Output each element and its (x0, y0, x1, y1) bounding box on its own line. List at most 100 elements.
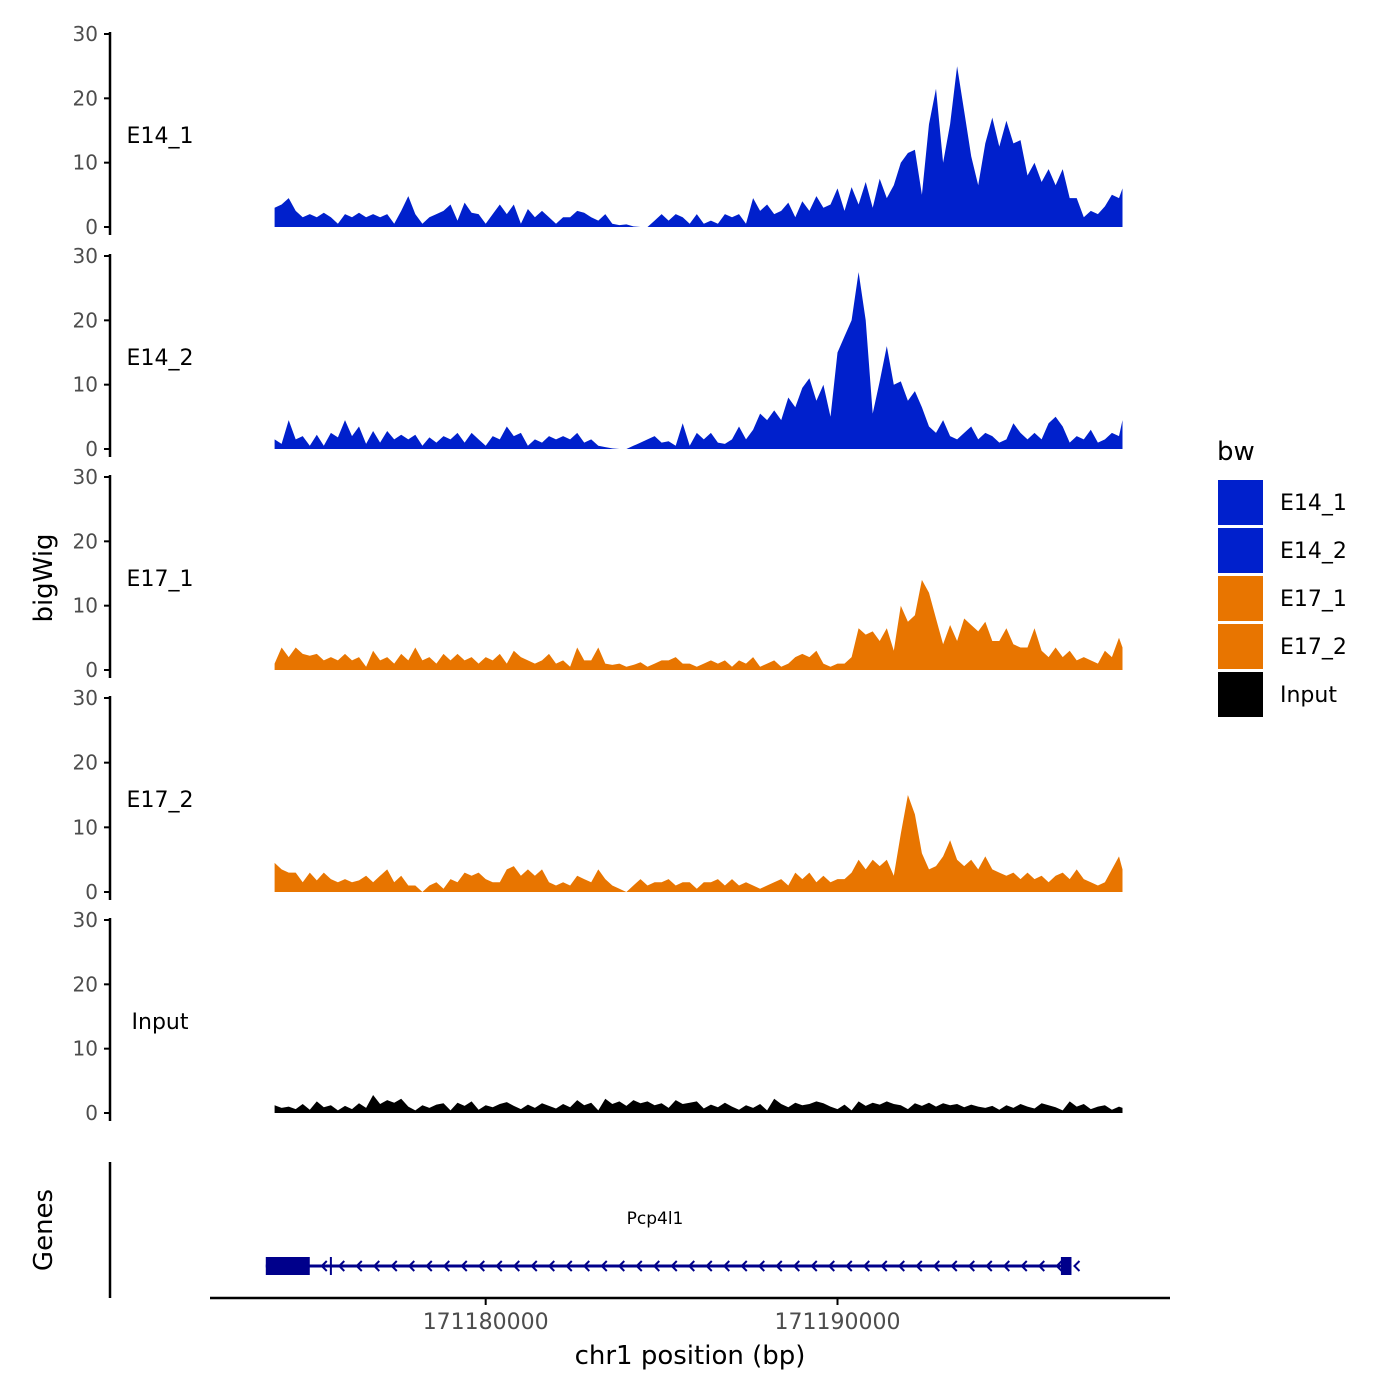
strand-arrow (932, 1260, 940, 1272)
strand-arrow (1002, 1260, 1010, 1272)
signal-area (274, 66, 1123, 227)
strand-arrow (372, 1260, 380, 1272)
signal-area (274, 272, 1123, 449)
y-tick-label: 0 (85, 437, 98, 461)
y-tick-label: 20 (73, 308, 98, 332)
gene-exon (265, 1257, 310, 1275)
gene-label: Pcp4l1 (627, 1209, 684, 1229)
strand-arrow (477, 1260, 485, 1272)
signal-area (274, 579, 1123, 670)
strand-arrow (880, 1260, 888, 1272)
legend-label: E14_1 (1280, 491, 1347, 516)
y-tick-label: 30 (73, 686, 98, 710)
strand-arrow (757, 1260, 765, 1272)
legend-label: E17_1 (1280, 587, 1347, 612)
strand-arrow (652, 1260, 660, 1272)
track-e17-2: 0 10 20 30 E17_2 (73, 686, 1123, 904)
y-tick-label: 0 (85, 215, 98, 239)
x-axis-title: chr1 position (bp) (575, 1341, 806, 1371)
y-tick-label: 20 (73, 86, 98, 110)
y-tick-label: 20 (73, 529, 98, 553)
strand-arrow (617, 1260, 625, 1272)
strand-arrow (565, 1260, 573, 1272)
strand-arrow (460, 1260, 468, 1272)
y-tick-label: 10 (73, 594, 98, 618)
strand-arrow (670, 1260, 678, 1272)
strand-arrow (687, 1260, 695, 1272)
strand-arrow (967, 1260, 975, 1272)
track-e14-1: 0 10 20 30 E14_1 (73, 22, 1123, 239)
strand-arrow (897, 1260, 905, 1272)
strand-arrow (915, 1260, 923, 1272)
strand-arrow (1073, 1260, 1081, 1272)
y-tick-label: 0 (85, 1101, 98, 1125)
x-axis: 171180000 171190000 (210, 1296, 1170, 1335)
gene-exon (1060, 1257, 1072, 1275)
strand-arrow (845, 1260, 853, 1272)
strand-arrow (722, 1260, 730, 1272)
strand-arrow (582, 1260, 590, 1272)
legend-swatch (1218, 480, 1263, 525)
strand-arrow (1020, 1260, 1028, 1272)
strand-arrow (950, 1260, 958, 1272)
strand-arrow (512, 1260, 520, 1272)
y-tick-label: 10 (73, 151, 98, 175)
legend: bw E14_1 E14_2 E17_1 E17_2 Input (1217, 437, 1347, 717)
genes-panel: Pcp4l1 (108, 1162, 1081, 1298)
track-label: E14_1 (127, 124, 194, 149)
legend-swatch (1218, 624, 1263, 669)
signal-area (274, 1095, 1123, 1113)
strand-arrow (495, 1260, 503, 1272)
strand-arrow (827, 1260, 835, 1272)
legend-label: E17_2 (1280, 635, 1347, 660)
strand-arrow (547, 1260, 555, 1272)
legend-swatch (1218, 576, 1263, 621)
strand-arrow (810, 1260, 818, 1272)
strand-arrow (1037, 1260, 1045, 1272)
y-tick-label: 20 (73, 751, 98, 775)
strand-arrow (740, 1260, 748, 1272)
strand-arrow (425, 1260, 433, 1272)
strand-arrow (635, 1260, 643, 1272)
strand-arrow (775, 1260, 783, 1272)
strand-arrow (407, 1260, 415, 1272)
y-tick-label: 10 (73, 1037, 98, 1061)
track-label: Input (132, 1010, 189, 1035)
strand-arrow (792, 1260, 800, 1272)
x-tick-label: 171180000 (423, 1310, 549, 1335)
track-input: 0 10 20 30 Input (73, 908, 1123, 1125)
y-tick-label: 0 (85, 658, 98, 682)
legend-swatch (1218, 528, 1263, 573)
strand-arrow (1055, 1260, 1063, 1272)
y-tick-label: 30 (73, 465, 98, 489)
track-label: E17_1 (127, 567, 194, 592)
strand-arrow (320, 1260, 328, 1272)
legend-label: Input (1280, 683, 1337, 708)
strand-arrow (985, 1260, 993, 1272)
strand-arrow (390, 1260, 398, 1272)
legend-label: E14_2 (1280, 539, 1347, 564)
track-e17-1: 0 10 20 30 E17_1 (73, 465, 1123, 682)
legend-title: bw (1217, 437, 1255, 467)
strand-arrow (600, 1260, 608, 1272)
y-tick-label: 30 (73, 22, 98, 46)
legend-swatch (1218, 672, 1263, 717)
y-tick-label: 10 (73, 815, 98, 839)
strand-arrow (530, 1260, 538, 1272)
strand-arrow (442, 1260, 450, 1272)
track-label: E17_2 (127, 788, 194, 813)
signal-area (274, 795, 1123, 892)
y-tick-label: 0 (85, 880, 98, 904)
strand-arrow (337, 1260, 345, 1272)
track-label: E14_2 (127, 346, 194, 371)
y-axis-title: bigWig (29, 533, 59, 622)
y-tick-label: 30 (73, 244, 98, 268)
x-tick-label: 171190000 (775, 1310, 901, 1335)
strand-arrow (705, 1260, 713, 1272)
track-e14-2: 0 10 20 30 E14_2 (73, 244, 1123, 461)
y-tick-label: 30 (73, 908, 98, 932)
strand-arrow (355, 1260, 363, 1272)
strand-arrow (862, 1260, 870, 1272)
genes-axis-title: Genes (29, 1189, 59, 1271)
